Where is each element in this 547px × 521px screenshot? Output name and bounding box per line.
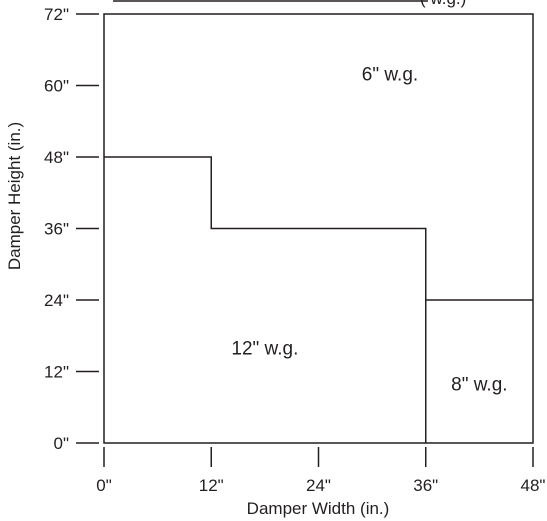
title-fragment: ( w.g.) bbox=[420, 0, 466, 8]
region-label: 12" w.g. bbox=[231, 339, 298, 360]
y-tick-label: 24" bbox=[44, 291, 69, 310]
y-tick-label: 48" bbox=[44, 148, 69, 167]
y-tick-label: 36" bbox=[44, 220, 69, 239]
x-axis-title: Damper Width (in.) bbox=[247, 499, 390, 518]
x-axis: 0" 12" 24" 36" 48" bbox=[96, 447, 545, 495]
x-tick-label: 48" bbox=[521, 476, 546, 495]
y-tick-label: 72" bbox=[44, 5, 69, 24]
region-boundaries bbox=[104, 156, 533, 443]
x-tick-label: 24" bbox=[306, 476, 331, 495]
x-tick-label: 12" bbox=[199, 476, 224, 495]
y-tick-label: 60" bbox=[44, 77, 69, 96]
region-label: 6" w.g. bbox=[362, 65, 418, 86]
y-tick-label: 12" bbox=[44, 363, 69, 382]
12-to-6-boundary bbox=[104, 156, 427, 443]
region-labels: 6" w.g. 12" w.g. 8" w.g. bbox=[231, 65, 507, 396]
plot-frame bbox=[103, 13, 534, 444]
region-label: 8" w.g. bbox=[451, 374, 507, 395]
y-axis: 0" 12" 24" 36" 48" 60" 72" bbox=[44, 5, 99, 453]
y-tick-label: 0" bbox=[54, 434, 70, 453]
x-tick-label: 36" bbox=[413, 476, 438, 495]
x-tick-label: 0" bbox=[96, 476, 112, 495]
y-axis-title: Damper Height (in.) bbox=[5, 122, 24, 270]
